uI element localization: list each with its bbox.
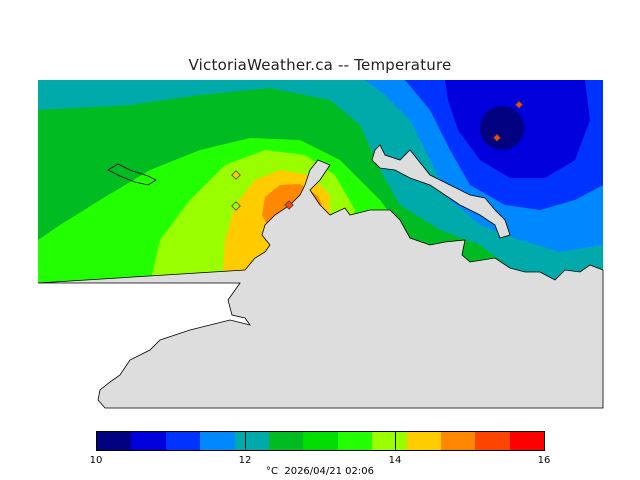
legend-swatch (131, 432, 166, 450)
timestamp: 2026/04/21 02:06 (284, 466, 374, 477)
legend-swatch (97, 432, 132, 450)
legend-swatch (268, 432, 304, 450)
station-marker (492, 133, 502, 142)
north-coast (371, 144, 511, 239)
legend-swatch (475, 432, 510, 450)
legend-tickmark (245, 431, 246, 451)
unit-label: °C (266, 466, 278, 477)
legend-swatch (440, 432, 476, 450)
field-dark-navy (480, 106, 524, 150)
island-west (107, 163, 157, 186)
legend-swatch (337, 432, 373, 450)
legend-tick-label: 14 (388, 455, 402, 466)
legend-tickmark (395, 431, 396, 451)
legend-swatch (200, 432, 235, 450)
map-title: VictoriaWeather.ca -- Temperature (188, 56, 452, 74)
color-legend (96, 431, 545, 451)
legend-swatch (234, 432, 269, 450)
station-marker (514, 100, 524, 109)
legend-tick-label: 16 (537, 455, 551, 466)
station-marker (231, 170, 241, 180)
legend-swatch (372, 432, 407, 450)
legend-swatch (165, 432, 201, 450)
legend-swatch (406, 432, 441, 450)
footer: °C 2026/04/21 02:06 (0, 466, 640, 477)
station-marker (284, 200, 294, 210)
legend-swatch (303, 432, 338, 450)
legend-tick-label: 10 (89, 455, 103, 466)
legend-swatch (509, 432, 545, 450)
land-mass (37, 159, 604, 409)
station-marker (231, 201, 241, 211)
legend-tick-label: 12 (238, 455, 252, 466)
